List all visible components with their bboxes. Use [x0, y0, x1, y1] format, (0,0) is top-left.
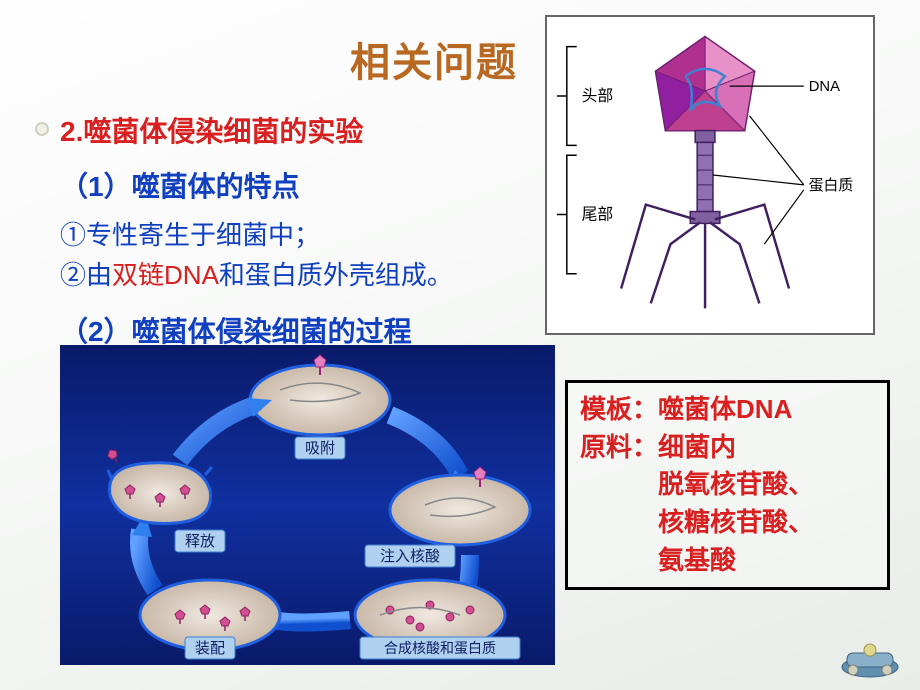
bullet-icon [35, 122, 49, 136]
stage-label-2: 注入核酸 [380, 548, 440, 565]
cycle-stage-attach: 吸附 [250, 355, 390, 459]
feature-2-post: 和蛋白质外壳组成。 [219, 260, 453, 290]
info-line-2: 原料：细菌内 [580, 429, 875, 467]
corner-decoration-icon [835, 635, 905, 680]
cycle-stage-inject: 注入核酸 [365, 467, 530, 567]
feature-2: ②由双链DNA和蛋白质外壳组成。 [60, 255, 453, 292]
info-box: 模板：噬菌体DNA 原料：细菌内 脱氧核苷酸、 核糖核苷酸、 氨基酸 [565, 380, 890, 590]
subpoint-1: （1）噬菌体的特点 [60, 165, 300, 205]
cycle-stage-assembly: 装配 [140, 580, 280, 659]
stage-label-4: 装配 [195, 640, 225, 657]
phage-tail-label: 尾部 [582, 205, 614, 223]
stage-label-3: 合成核酸和蛋白质 [384, 640, 496, 656]
section-heading: 2.噬菌体侵染细菌的实验 [60, 110, 363, 150]
cycle-stage-release: 释放 [106, 448, 225, 553]
material-label: 原料： [580, 432, 658, 462]
phage-head-shape [656, 37, 755, 131]
infection-cycle-diagram: 吸附 注入核酸 合 [60, 345, 555, 665]
material-value: 细菌内 [658, 432, 736, 462]
subpoint-2: （2）噬菌体侵染细菌的过程 [60, 310, 412, 350]
phage-protein-label: 蛋白质 [809, 177, 854, 194]
info-line-1: 模板：噬菌体DNA [580, 391, 875, 429]
cycle-stage-synth: 合成核酸和蛋白质 [355, 580, 520, 659]
info-line-4: 核糖核苷酸、 [580, 504, 875, 542]
feature-1: ①专性寄生于细菌中； [60, 215, 320, 252]
info-line-5: 氨基酸 [580, 542, 875, 580]
info-line-3: 脱氧核苷酸、 [580, 466, 875, 504]
phage-diagram: 头部 尾部 [545, 15, 875, 335]
stage-label-5: 释放 [185, 533, 215, 550]
template-value: 噬菌体DNA [658, 394, 792, 424]
slide-title: 相关问题 [350, 30, 518, 88]
template-label: 模板： [580, 394, 658, 424]
stage-label-1: 吸附 [305, 440, 335, 457]
feature-2-pre: ②由 [60, 260, 112, 290]
phage-head-label: 头部 [582, 87, 614, 105]
phage-dna-label: DNA [809, 79, 840, 95]
feature-2-red: 双链DNA [112, 260, 219, 290]
